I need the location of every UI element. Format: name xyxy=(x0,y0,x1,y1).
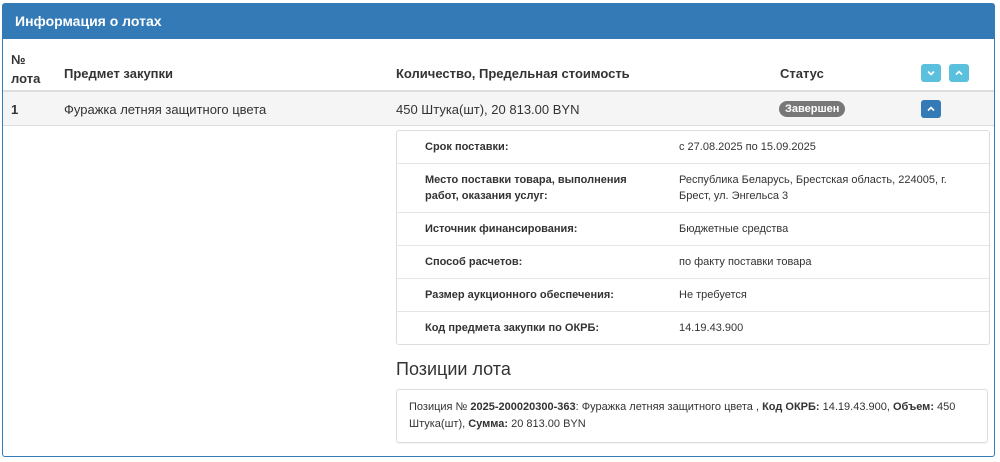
volume-label: Объем: xyxy=(892,401,934,413)
sum-value: 20 813.00 BYN xyxy=(508,418,586,430)
chevron-up-icon xyxy=(955,70,963,76)
header-subject: Предмет закупки xyxy=(64,66,174,81)
volume-value: 450 Штука(шт), xyxy=(409,401,956,430)
detail-row: Место поставки товара, выполнения работ,… xyxy=(397,164,989,213)
lot-details: Срок поставки: с 27.08.2025 по 15.09.2025… xyxy=(396,130,990,345)
lot-subject: Фуражка летняя защитного цвета xyxy=(64,102,267,117)
detail-label: Место поставки товара, выполнения работ,… xyxy=(425,174,627,202)
detail-value: Не требуется xyxy=(679,289,747,301)
detail-value: Республика Беларусь, Брестская область, … xyxy=(679,174,947,202)
okrb-label: Код ОКРБ: xyxy=(762,401,820,413)
detail-value: с 27.08.2025 по 15.09.2025 xyxy=(679,141,816,153)
detail-row: Код предмета закупки по ОКРБ: 14.19.43.90… xyxy=(397,312,989,344)
collapse-all-button[interactable] xyxy=(949,64,969,82)
detail-label: Срок поставки: xyxy=(425,141,509,153)
row-toggle-button[interactable] xyxy=(921,100,941,118)
status-badge: Завершен xyxy=(779,101,846,117)
detail-label: Код предмета закупки по ОКРБ: xyxy=(425,322,600,334)
detail-label: Способ расчетов: xyxy=(425,256,523,268)
position-number: 2025-200020300-363 xyxy=(470,401,576,413)
okrb-value: 14.19.43.900, xyxy=(819,401,893,413)
detail-row: Размер аукционного обеспечения: Не требуе… xyxy=(397,279,989,312)
header-lot-number: № лота xyxy=(11,50,40,88)
position-prefix: Позиция № xyxy=(409,401,471,413)
detail-row: Способ расчетов: по факту поставки товара xyxy=(397,246,989,279)
panel-title: Информация о лотах xyxy=(3,4,994,39)
header-number-line2: лота xyxy=(11,71,41,86)
lots-panel: Информация о лотах № лота Предмет закупки… xyxy=(2,3,995,457)
sum-label: Сумма: xyxy=(468,418,509,430)
table-row[interactable]: 1 Фуражка летняя защитного цвета 450 Шту… xyxy=(3,92,994,126)
header-number-line1: № xyxy=(11,52,26,67)
position-item: Позиция № 2025-200020300-363: Фуражка ле… xyxy=(396,389,988,443)
lot-quantity: 450 Штука(шт), 20 813.00 BYN xyxy=(396,102,580,117)
chevron-up-icon xyxy=(927,106,935,112)
detail-row: Срок поставки: с 27.08.2025 по 15.09.2025 xyxy=(397,131,989,164)
chevron-down-icon xyxy=(927,70,935,76)
position-name: : Фуражка летняя защитного цвета , xyxy=(575,401,763,413)
detail-row: Источник финансирования: Бюджетные средст… xyxy=(397,213,989,246)
detail-label: Источник финансирования: xyxy=(425,223,578,235)
detail-value: Бюджетные средства xyxy=(679,223,789,235)
positions-title: Позиции лота xyxy=(396,359,511,379)
lot-number: 1 xyxy=(11,102,19,117)
detail-label: Размер аукционного обеспечения: xyxy=(425,289,614,301)
detail-value: по факту поставки товара xyxy=(679,256,812,268)
header-divider xyxy=(3,90,994,92)
detail-value: 14.19.43.900 xyxy=(679,322,744,334)
expand-all-button[interactable] xyxy=(921,64,941,82)
header-quantity: Количество, Предельная стоимость xyxy=(396,66,630,81)
header-status: Статус xyxy=(780,66,824,81)
